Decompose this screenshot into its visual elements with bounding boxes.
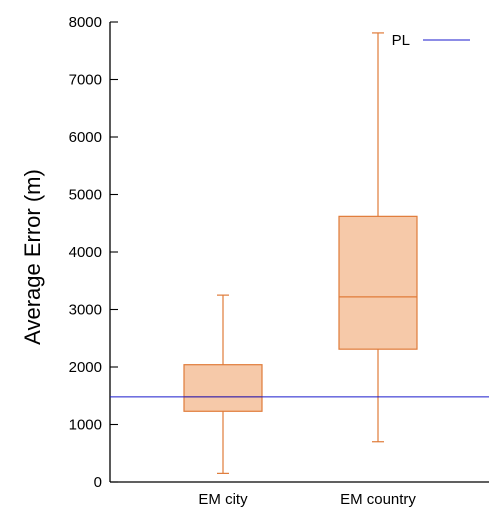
y-tick-label: 6000 (69, 129, 102, 146)
x-tick-label: EM city (198, 491, 248, 508)
y-tick-label: 8000 (69, 14, 102, 31)
y-tick-label: 1000 (69, 417, 102, 434)
y-tick-label: 7000 (69, 72, 102, 89)
y-tick-label: 5000 (69, 187, 102, 204)
y-axis-title: Average Error (m) (20, 169, 45, 345)
box-em-country (338, 215, 418, 350)
y-tick-label: 4000 (69, 244, 102, 261)
box-em-city (183, 364, 263, 412)
plot-area: 0 1000 2000 3000 4000 5000 6000 7000 8000 EM city… (69, 14, 489, 508)
y-tick-label: 2000 (69, 359, 102, 376)
legend-label-pl: PL (392, 32, 410, 49)
y-tick-label: 0 (94, 474, 102, 491)
x-tick-label: EM country (340, 491, 416, 508)
y-tick-label: 3000 (69, 302, 102, 319)
